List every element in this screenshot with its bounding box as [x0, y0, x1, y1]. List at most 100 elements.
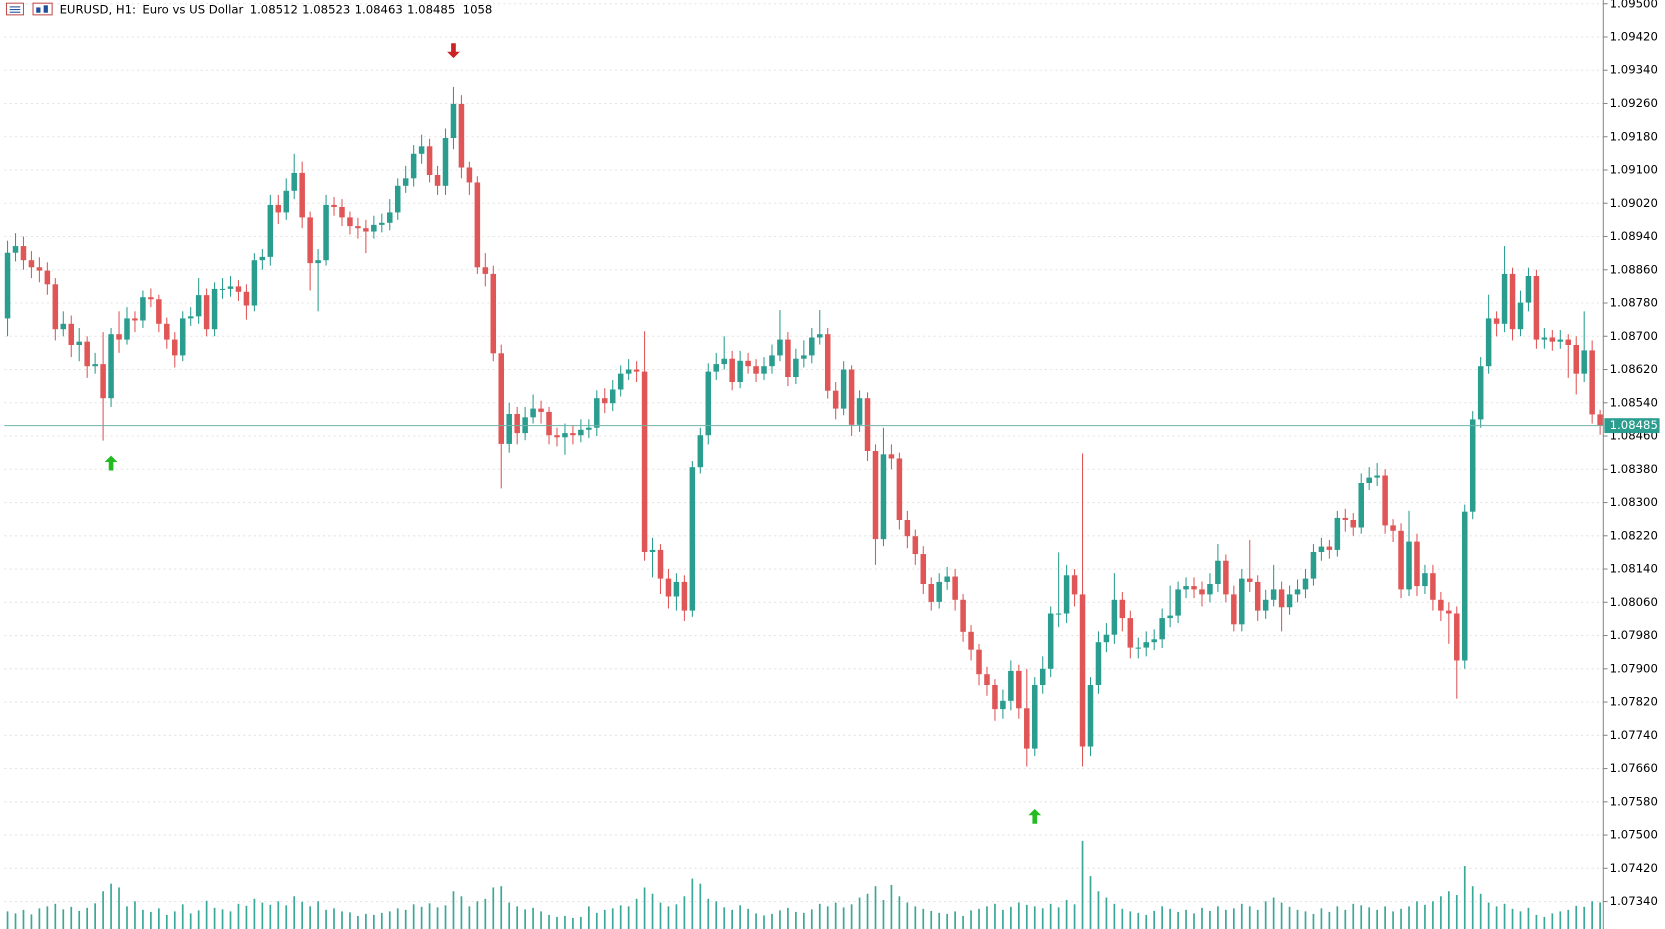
volume-bar — [229, 911, 232, 929]
candle-body — [920, 554, 927, 585]
volume-bar — [1360, 905, 1363, 929]
y-tick-label: 1.09020 — [1610, 196, 1658, 210]
candle-body — [1103, 634, 1110, 643]
candle-body — [657, 549, 664, 579]
candle-body — [737, 360, 743, 382]
candle-body — [1366, 477, 1372, 483]
volume-bar — [516, 906, 519, 929]
candle-body — [402, 178, 409, 186]
volume-bar — [1408, 906, 1410, 929]
volume-bar — [1304, 911, 1307, 929]
candle-body — [1286, 594, 1293, 608]
volume-bar — [492, 887, 495, 929]
volume-bar — [1049, 903, 1052, 929]
candle-body — [498, 353, 505, 444]
y-tick-label: 1.09500 — [1610, 0, 1658, 10]
candle-body — [76, 341, 82, 345]
y-tick-label: 1.08540 — [1610, 395, 1658, 409]
volume-bar — [1010, 906, 1012, 929]
volume-bar — [603, 909, 606, 929]
volume-bar — [94, 903, 96, 929]
icon-chart[interactable] — [32, 2, 53, 16]
candle-body — [116, 334, 122, 340]
candle-body — [1382, 475, 1388, 526]
y-tick-label: 1.08220 — [1610, 528, 1658, 542]
candle-body — [1119, 599, 1126, 619]
y-tick-label: 1.08380 — [1610, 462, 1658, 476]
candle-body — [1159, 618, 1165, 640]
candle-body — [299, 172, 305, 218]
volume-bar — [1288, 906, 1291, 929]
candle-body — [1111, 599, 1118, 635]
volume-bar — [882, 900, 885, 929]
volume-bar — [1328, 911, 1331, 929]
candle-body — [1318, 546, 1325, 552]
volume-bar — [1368, 907, 1371, 929]
y-tick-label: 1.07580 — [1610, 794, 1658, 808]
candle-body — [1239, 578, 1245, 625]
candle-body — [283, 190, 290, 213]
volume-bar — [834, 902, 837, 929]
volume-bar — [484, 898, 487, 929]
candle-body — [681, 581, 688, 611]
candle-body — [705, 371, 712, 436]
volume-bar — [580, 916, 582, 929]
candle-body — [960, 599, 966, 632]
candle-body — [92, 364, 98, 367]
icon-bar — [36, 7, 41, 13]
chart-header: EURUSD, H1: Euro vs US Dollar 1.08512 1.085… — [60, 2, 493, 16]
volume-bar — [802, 912, 805, 929]
candle-body — [474, 182, 481, 268]
volume-bar — [747, 908, 749, 929]
candle-body — [124, 318, 130, 340]
candle-body — [1509, 273, 1516, 330]
volume-bar — [317, 901, 319, 929]
volume-bar — [1033, 906, 1036, 929]
candle-body — [52, 284, 59, 330]
candle-body — [4, 252, 11, 319]
volume-bar — [213, 907, 216, 929]
volume-bar — [1129, 911, 1132, 929]
volume-bar — [309, 906, 311, 929]
y-tick-label: 1.08140 — [1610, 562, 1658, 576]
volume-bar — [468, 906, 471, 929]
candle-body — [896, 458, 903, 520]
volume-bar — [1041, 908, 1044, 929]
volume-bar — [954, 911, 956, 929]
candle-body — [809, 337, 815, 356]
volume-bar — [556, 916, 558, 929]
volume-bar — [810, 909, 813, 929]
volume-bar — [1495, 906, 1498, 929]
candle-body — [1246, 578, 1253, 582]
volume-bar — [1121, 908, 1124, 929]
candle-body — [761, 366, 767, 374]
candle-body — [673, 581, 680, 597]
volume-bar — [914, 906, 917, 929]
y-tick-label: 1.07420 — [1610, 861, 1658, 875]
candle-body — [410, 153, 417, 179]
volume-bar — [30, 914, 33, 929]
volume-bar — [86, 907, 89, 929]
volume-bar — [1463, 866, 1466, 929]
volume-bar — [189, 913, 192, 929]
candle-body — [331, 204, 337, 207]
y-tick-label: 1.08300 — [1610, 495, 1658, 509]
y-tick-label: 1.07740 — [1610, 728, 1658, 742]
candle-body — [816, 334, 823, 338]
candle-body — [323, 204, 329, 261]
volume-bar — [357, 915, 359, 929]
candle-body — [1262, 599, 1269, 611]
volume-bar — [1519, 911, 1522, 929]
volume-bar — [1177, 911, 1179, 929]
volume-bar — [755, 913, 757, 929]
candle-body — [801, 355, 807, 359]
candle-body — [952, 576, 958, 600]
candle-body — [570, 433, 576, 436]
volume-bar — [14, 913, 17, 929]
volume-bar — [779, 910, 781, 929]
candle-body — [259, 256, 266, 261]
bid-label-bg — [1604, 418, 1660, 434]
y-tick-label: 1.07980 — [1610, 628, 1658, 642]
candle-body — [633, 369, 640, 372]
